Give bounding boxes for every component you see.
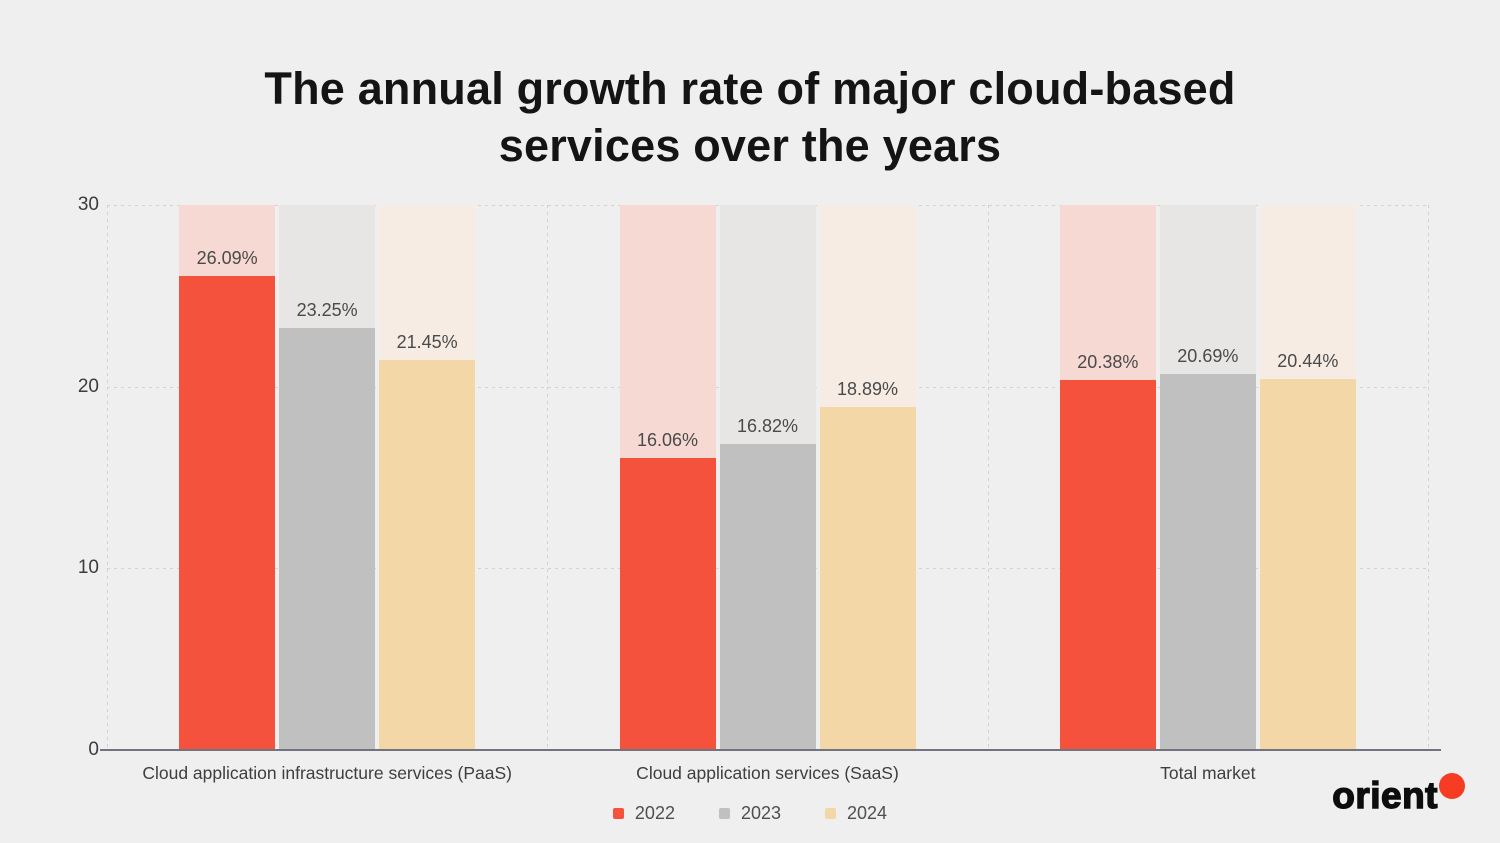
bar-value-label: 20.69% — [1177, 346, 1239, 367]
gridline-vertical — [547, 205, 548, 750]
legend-item: 2024 — [825, 803, 887, 824]
bar — [819, 406, 916, 750]
chart-title-line1: The annual growth rate of major cloud-ba… — [264, 63, 1236, 114]
legend-marker — [825, 808, 837, 819]
category-label: Cloud application services (SaaS) — [636, 763, 899, 783]
gridline-vertical — [107, 205, 108, 750]
bar-value-label: 20.38% — [1077, 351, 1139, 372]
y-tick-label: 10 — [77, 557, 99, 579]
bar — [719, 444, 816, 750]
bar-value-label: 26.09% — [196, 248, 258, 269]
bar — [179, 276, 276, 750]
bar — [279, 327, 376, 750]
bar — [1159, 374, 1256, 750]
category-label: Cloud application infrastructure service… — [142, 763, 512, 783]
bar — [1059, 379, 1156, 750]
bar-value-label: 16.82% — [736, 416, 799, 437]
bar-value-label: 21.45% — [396, 332, 458, 353]
legend-item: 2022 — [612, 803, 675, 824]
y-tick-label: 0 — [88, 739, 99, 760]
bar — [379, 360, 476, 750]
gridline-vertical — [988, 205, 989, 750]
bar — [619, 458, 716, 750]
bar-value-label: 23.25% — [296, 299, 358, 320]
brand-logo: orient — [1332, 773, 1465, 817]
legend: 2022 2023 2024 — [0, 803, 1500, 824]
chart-title-line2: services over the years — [498, 120, 1002, 171]
legend-label: 2023 — [740, 803, 782, 823]
x-axis-line — [100, 749, 1441, 751]
bar-value-label: 16.06% — [636, 430, 699, 451]
legend-label: 2022 — [634, 803, 675, 823]
y-tick-label: 30 — [77, 194, 99, 215]
brand-logo-text: orient — [1332, 774, 1439, 816]
gridline-vertical — [1428, 205, 1429, 750]
bar — [1259, 378, 1356, 750]
chart-title: The annual growth rate of major cloud-ba… — [0, 60, 1500, 174]
legend-item: 2023 — [718, 803, 782, 824]
legend-label: 2024 — [847, 803, 888, 823]
legend-marker — [612, 808, 624, 819]
legend-marker — [718, 808, 730, 819]
bar-value-label: 18.89% — [836, 378, 899, 399]
category-label: Total market — [1160, 763, 1256, 783]
y-tick-label: 20 — [77, 375, 99, 397]
plot-area: 26.09% 23.25% 21.45% 16.06% 16.82% 18.89% 20.3… — [107, 205, 1429, 750]
brand-dot-icon — [1439, 773, 1465, 799]
bar-value-label: 20.44% — [1277, 350, 1339, 371]
